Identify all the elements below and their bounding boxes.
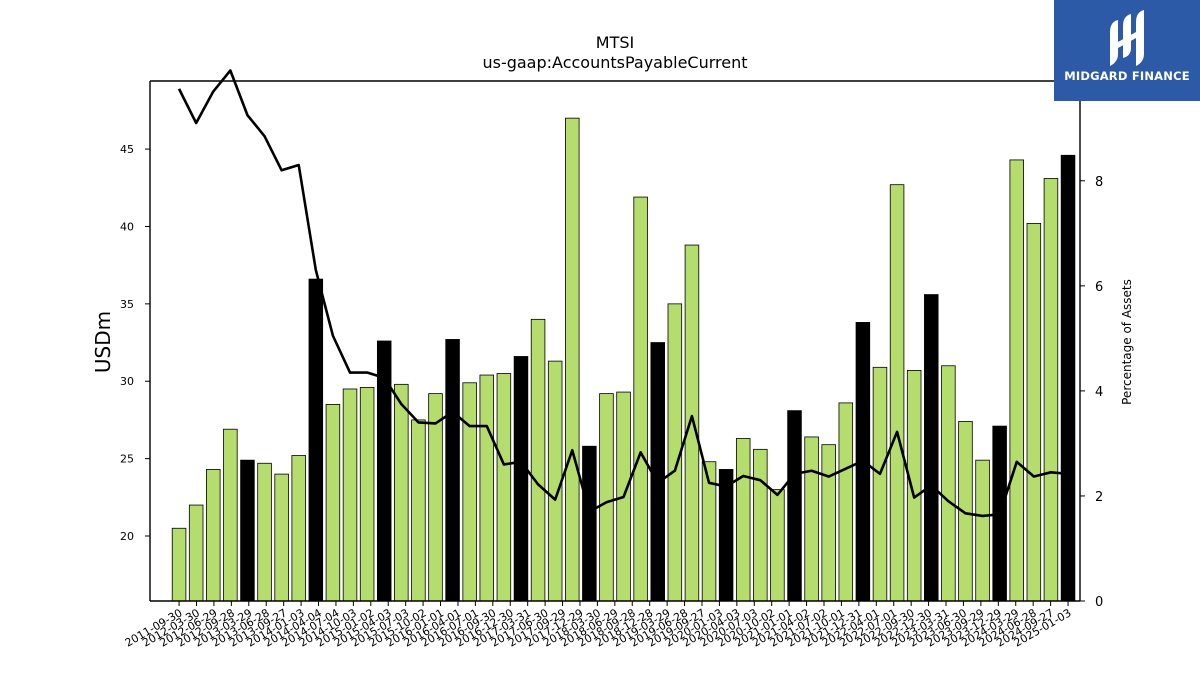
bar-2012-06-29 bbox=[223, 428, 238, 602]
y-tick-label-left: 40 bbox=[120, 220, 134, 233]
y-tick-label-right: 2 bbox=[1095, 490, 1103, 505]
bar-2012-12-28 bbox=[257, 462, 272, 602]
bar-2011-12-30 bbox=[188, 504, 204, 602]
axes-layer bbox=[149, 80, 1081, 602]
y-tick-label-left: 25 bbox=[120, 453, 134, 466]
bar-2024-06-28 bbox=[1043, 178, 1059, 602]
y-tick-label-left: 45 bbox=[120, 143, 134, 156]
bar-2017-03-31 bbox=[547, 360, 563, 602]
bar-2014-07-04 bbox=[359, 387, 375, 602]
midgard-logo-icon bbox=[1110, 10, 1144, 66]
bar-2023-06-30 bbox=[975, 459, 990, 602]
bar-2016-04-01 bbox=[479, 374, 495, 602]
line-layer bbox=[177, 69, 1069, 518]
y-tick-label-right: 6 bbox=[1095, 280, 1103, 295]
bar-2013-06-28 bbox=[291, 455, 306, 602]
bar-2017-12-29 bbox=[599, 393, 614, 602]
y-axis-label-left: USDm bbox=[91, 311, 115, 373]
bar-2016-09-30 bbox=[513, 356, 529, 602]
bar-2018-06-29 bbox=[633, 196, 648, 602]
logo-text: MIDGARD FINANCE bbox=[1064, 69, 1190, 83]
bar-2017-09-29 bbox=[582, 445, 597, 602]
ticks-layer: 20253035404502468102011-09-302012-03-302… bbox=[120, 70, 1112, 650]
bar-2017-06-30 bbox=[565, 117, 580, 602]
bar-2024-09-27 bbox=[1060, 154, 1076, 602]
bar-2012-09-28 bbox=[240, 459, 255, 602]
bar-2014-04-04 bbox=[342, 388, 358, 602]
bar-2022-12-30 bbox=[941, 365, 956, 602]
bar-2022-09-30 bbox=[924, 294, 939, 602]
pct-assets-line bbox=[177, 69, 1069, 518]
bar-2016-01-01 bbox=[462, 382, 477, 602]
bar-2022-07-01 bbox=[906, 369, 922, 602]
bar-2021-12-31 bbox=[872, 366, 888, 602]
bar-2021-01-01 bbox=[804, 436, 819, 602]
bar-2013-09-27 bbox=[308, 278, 324, 602]
y-tick-label-left: 30 bbox=[120, 375, 134, 388]
chart-title: MTSI bbox=[596, 33, 634, 52]
bar-2015-10-02 bbox=[445, 339, 460, 602]
bar-2015-04-03 bbox=[411, 419, 426, 602]
y-tick-label-right: 4 bbox=[1095, 385, 1103, 400]
bar-2020-10-02 bbox=[787, 410, 802, 602]
bar-2012-03-30 bbox=[206, 469, 221, 602]
bar-2021-04-02 bbox=[821, 444, 836, 602]
bar-2019-09-27 bbox=[718, 469, 734, 602]
y-tick-label-right: 0 bbox=[1095, 595, 1103, 610]
y-axis-label-right: Percentage of Assets bbox=[1120, 279, 1134, 405]
bar-2024-03-29 bbox=[1026, 222, 1042, 602]
bar-2023-12-29 bbox=[1009, 159, 1024, 602]
bar-2013-03-29 bbox=[274, 473, 289, 602]
chart-subtitle: us-gaap:AccountsPayableCurrent bbox=[482, 53, 747, 72]
y-tick-label-left: 20 bbox=[120, 530, 134, 543]
midgard-finance-logo: MIDGARD FINANCE bbox=[1054, 0, 1200, 101]
bars-layer bbox=[171, 117, 1076, 602]
bar-2015-01-02 bbox=[394, 383, 409, 602]
bar-2021-07-02 bbox=[838, 402, 854, 602]
bar-2020-07-03 bbox=[770, 489, 785, 602]
bar-2020-01-03 bbox=[735, 438, 751, 602]
bar-2019-03-29 bbox=[684, 244, 700, 602]
y-tick-label-left: 35 bbox=[120, 298, 134, 311]
bar-2014-01-03 bbox=[325, 404, 341, 602]
bar-2022-04-01 bbox=[889, 184, 905, 602]
bar-2020-04-03 bbox=[753, 448, 768, 602]
y-tick-label-right: 8 bbox=[1095, 175, 1103, 190]
bar-2011-09-30 bbox=[171, 527, 187, 602]
bar-2016-12-30 bbox=[530, 318, 546, 602]
bar-2016-07-01 bbox=[496, 373, 512, 602]
